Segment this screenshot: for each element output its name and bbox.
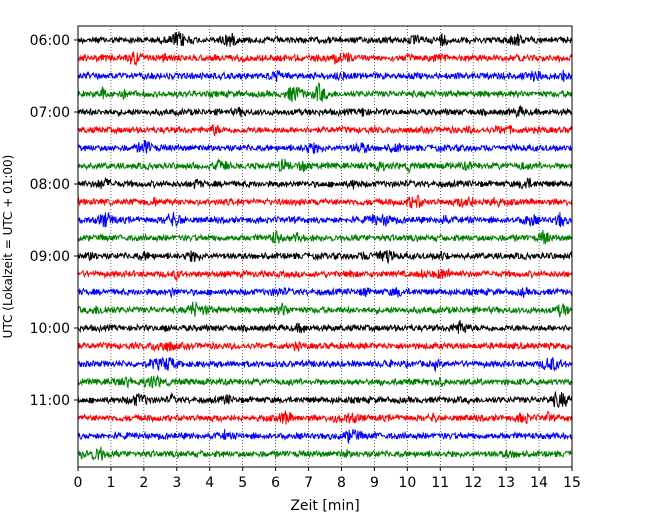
trace-06:45: [77, 81, 573, 103]
x-tick-label: 14: [530, 475, 548, 491]
x-tick-label: 1: [106, 475, 115, 491]
trace-08:00: [77, 176, 573, 190]
y-tick-label: 07:00: [30, 105, 70, 121]
y-tick-label: 08:00: [30, 177, 70, 193]
y-tick-label: 09:00: [30, 249, 70, 265]
x-tick-label: 3: [172, 475, 181, 491]
y-tick-label: 11:00: [30, 393, 70, 409]
y-axis-label: UTC (Lokalzeit = UTC + 01:00): [1, 155, 15, 339]
x-tick-label: 7: [304, 475, 313, 491]
x-tick-label: 6: [271, 475, 280, 491]
trace-10:30: [77, 356, 573, 373]
x-tick-label: 13: [497, 475, 515, 491]
trace-11:00: [77, 390, 573, 408]
x-tick-label: 0: [74, 475, 83, 491]
trace-10:15: [77, 340, 573, 352]
trace-09:15: [77, 267, 573, 283]
trace-11:30: [77, 429, 573, 445]
x-axis-label: Zeit [min]: [290, 498, 359, 514]
x-tick-label: 8: [337, 475, 346, 491]
x-tick-label: 2: [139, 475, 148, 491]
x-tick-label: 5: [238, 475, 247, 491]
x-axis-ticks: 0 1 2 3 4 5 6 7 8 9 10 11 12 13 14 15: [74, 467, 581, 491]
x-tick-label: 11: [431, 475, 449, 491]
trace-11:15: [77, 410, 573, 425]
trace-08:15: [77, 194, 573, 209]
y-axis-ticks: 06:00 07:00 08:00 09:00 10:00 11:00: [30, 33, 78, 409]
x-tick-label: 9: [370, 475, 379, 491]
trace-08:45: [77, 229, 573, 245]
trace-07:00: [77, 105, 573, 119]
plot-frame: [77, 25, 573, 468]
trace-09:30: [77, 286, 573, 299]
trace-07:45: [77, 158, 573, 175]
x-tick-label: 4: [205, 475, 214, 491]
x-tick-label: 12: [464, 475, 482, 491]
trace-07:15: [77, 124, 573, 137]
trace-06:15: [77, 51, 573, 67]
trace-09:45: [77, 300, 573, 318]
seismic-traces: [77, 31, 573, 462]
trace-10:00: [77, 319, 573, 334]
trace-07:30: [77, 139, 573, 154]
y-tick-label: 06:00: [30, 33, 70, 49]
y-tick-label: 10:00: [30, 321, 70, 337]
x-tick-label: 10: [398, 475, 416, 491]
trace-10:45: [77, 374, 573, 390]
trace-11:45: [77, 446, 573, 462]
trace-08:30: [77, 211, 573, 228]
trace-09:00: [77, 250, 573, 265]
trace-06:00: [77, 31, 573, 47]
trace-06:30: [77, 69, 573, 82]
x-tick-label: 15: [563, 475, 581, 491]
